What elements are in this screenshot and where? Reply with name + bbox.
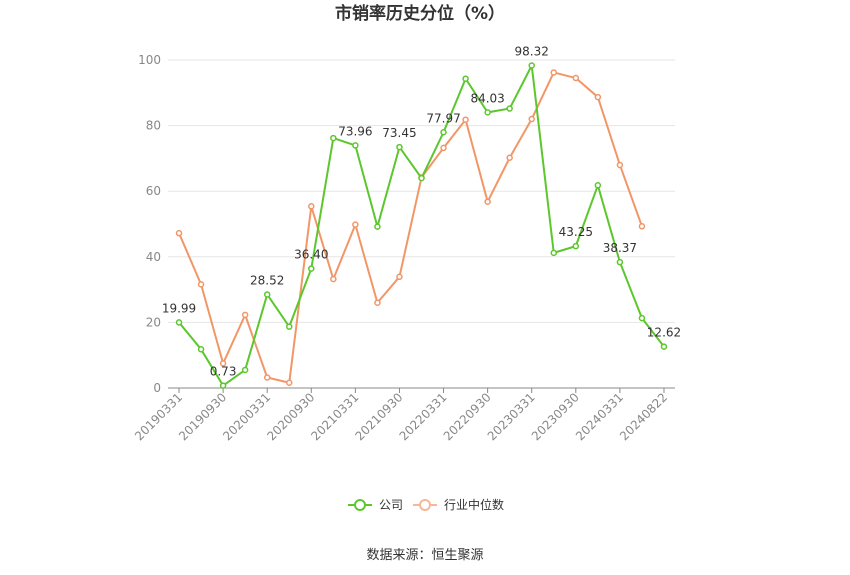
data-point-industry-median[interactable] [484, 198, 491, 205]
data-point-company[interactable] [550, 249, 558, 257]
y-tick-label: 0 [153, 381, 161, 395]
data-point-company[interactable] [263, 291, 271, 298]
data-point-company[interactable] [175, 319, 183, 326]
data-label: 98.32 [515, 45, 549, 59]
data-point-company[interactable] [638, 314, 646, 322]
data-point-company[interactable] [308, 265, 315, 272]
series-line-industry-median [178, 71, 643, 384]
data-point-company[interactable] [440, 129, 447, 136]
data-label: 28.52 [250, 273, 284, 287]
axes [168, 387, 675, 393]
data-point-company[interactable] [616, 258, 624, 266]
data-point-company[interactable] [418, 174, 425, 182]
data-point-company[interactable] [594, 182, 602, 189]
y-tick-label: 60 [146, 184, 161, 198]
data-point-industry-median[interactable] [197, 281, 205, 288]
legend-company-marker [354, 499, 366, 511]
y-tick-labels: 0 20 40 60 80 100 [138, 53, 161, 395]
data-label: 77.97 [426, 111, 460, 125]
data-point-industry-median[interactable] [263, 374, 271, 381]
data-point-company[interactable] [197, 346, 205, 353]
data-point-company[interactable] [241, 366, 249, 374]
data-point-industry-median[interactable] [308, 203, 315, 210]
legend-item-company[interactable]: 公司 [348, 498, 403, 512]
data-point-company[interactable] [506, 105, 513, 112]
grid-lines [168, 59, 675, 323]
x-tick-label: 20240822 [617, 390, 670, 443]
chart-title: 市销率历史分位（%） [335, 3, 505, 24]
data-point-industry-median[interactable] [594, 93, 602, 101]
y-tick-label: 40 [146, 250, 161, 264]
data-point-company[interactable] [484, 109, 491, 116]
data-point-industry-median[interactable] [572, 74, 580, 82]
data-point-company[interactable] [352, 142, 359, 149]
data-point-industry-median[interactable] [638, 223, 646, 230]
y-tick-label: 20 [146, 315, 161, 329]
data-point-company[interactable] [572, 242, 580, 250]
data-point-industry-median[interactable] [352, 221, 359, 228]
data-point-industry-median[interactable] [241, 311, 249, 319]
data-label: 73.45 [382, 126, 416, 140]
data-point-company[interactable] [285, 323, 293, 330]
legend-item-industry-median[interactable]: 行业中位数 [413, 497, 504, 512]
data-point-company[interactable] [396, 143, 403, 151]
data-label: 0.73 [210, 365, 237, 379]
data-point-company[interactable] [330, 134, 337, 142]
data-label: 36.40 [294, 248, 328, 262]
data-point-company[interactable] [219, 382, 227, 389]
data-point-industry-median[interactable] [330, 275, 337, 283]
data-point-industry-median[interactable] [219, 360, 227, 367]
data-point-industry-median[interactable] [396, 273, 403, 281]
y-tick-label: 80 [146, 119, 161, 133]
data-point-industry-median[interactable] [550, 69, 558, 76]
data-label: 73.96 [338, 124, 372, 138]
y-tick-label: 100 [138, 53, 161, 67]
legend-industry-label: 行业中位数 [444, 497, 504, 512]
data-point-industry-median[interactable] [440, 144, 447, 152]
data-label: 84.03 [470, 91, 504, 105]
data-point-industry-median[interactable] [616, 161, 624, 169]
data-point-company[interactable] [660, 343, 668, 350]
data-point-industry-median[interactable] [528, 115, 535, 123]
data-point-company[interactable] [528, 62, 535, 69]
data-label: 43.25 [559, 225, 593, 239]
data-point-industry-median[interactable] [374, 299, 381, 306]
legend-company-label: 公司 [379, 498, 403, 512]
data-source: 数据来源：恒生聚源 [366, 548, 483, 563]
data-label: 19.99 [162, 301, 196, 315]
data-point-industry-median[interactable] [462, 116, 469, 123]
legend[interactable]: 公司 行业中位数 [348, 497, 504, 512]
series-layer [175, 62, 668, 389]
legend-industry-marker [419, 499, 431, 511]
data-label: 12.62 [647, 326, 681, 340]
data-labels: 19.99 0.73 28.52 36.40 73.96 73.45 77.97 84.03 9… [162, 45, 681, 379]
data-point-company[interactable] [374, 223, 381, 230]
x-tick-labels: 2019033120190930202003312020093020210331… [132, 390, 670, 443]
data-label: 38.37 [603, 241, 637, 255]
data-point-industry-median[interactable] [285, 379, 293, 387]
data-point-industry-median[interactable] [175, 229, 183, 237]
data-point-industry-median[interactable] [506, 154, 513, 161]
data-point-company[interactable] [462, 75, 469, 82]
